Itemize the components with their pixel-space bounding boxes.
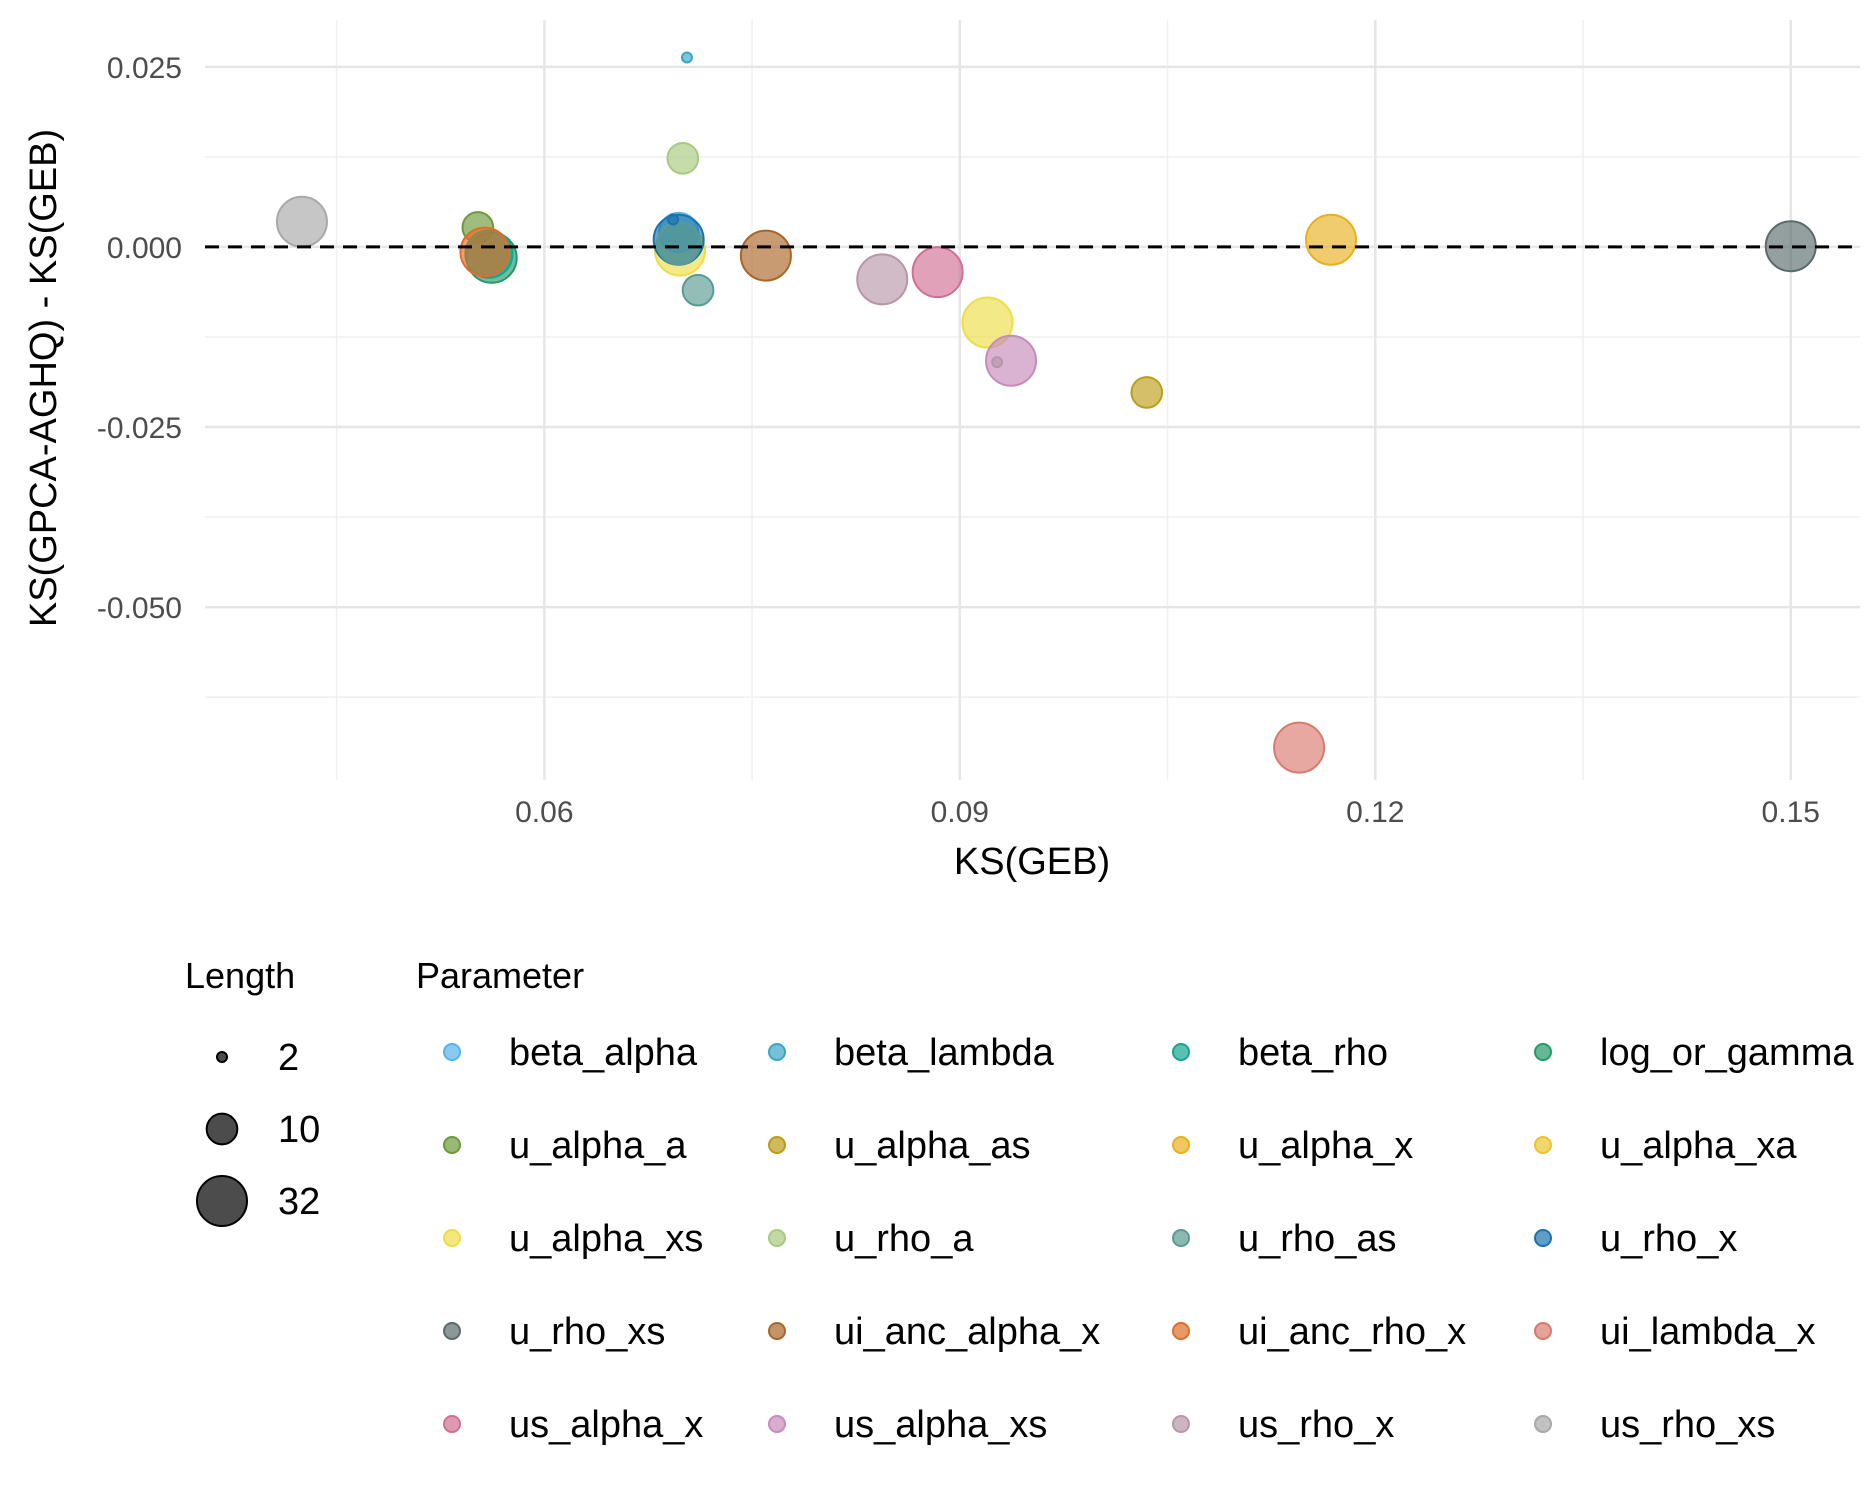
data-point (656, 220, 701, 266)
x-axis-ticks: 0.06 0.09 0.12 0.15 (515, 796, 1820, 829)
data-point (961, 296, 1014, 349)
size-legend: 2 10 32 (196, 1037, 320, 1227)
color-legend-key (768, 1136, 786, 1154)
color-legend-key (443, 1415, 461, 1433)
x-tick-label: 0.09 (931, 796, 989, 829)
data-point (856, 253, 909, 306)
y-tick-label: -0.025 (97, 412, 182, 445)
size-legend-label: 10 (278, 1109, 320, 1151)
color-legend-key (1534, 1322, 1552, 1340)
data-point (985, 334, 1038, 387)
color-legend-label: u_alpha_a (509, 1125, 687, 1167)
color-legend-key (1172, 1229, 1190, 1247)
color-legend-label: u_rho_x (1600, 1218, 1737, 1260)
color-legend-key (443, 1229, 461, 1247)
color-legend-key (1172, 1043, 1190, 1061)
data-point (681, 273, 715, 307)
color-legend-label: us_rho_xs (1600, 1404, 1775, 1446)
data-point (1304, 213, 1357, 266)
size-legend-key (196, 1175, 248, 1227)
color-legend-label: u_rho_xs (509, 1311, 665, 1353)
color-legend-key (1534, 1043, 1552, 1061)
color-legend-label: ui_lambda_x (1600, 1311, 1815, 1353)
data-point (667, 213, 680, 226)
color-legend-key (768, 1415, 786, 1433)
color-legend-title: Parameter (416, 955, 584, 996)
plot-grid (205, 20, 1860, 780)
y-axis-title: KS(GPCA-AGHQ) - KS(GEB) (23, 129, 65, 627)
color-legend-key (443, 1322, 461, 1340)
color-legend-label: u_rho_as (1238, 1218, 1396, 1260)
color-legend-key (1172, 1322, 1190, 1340)
color-legend-key (1172, 1136, 1190, 1154)
color-legend: beta_alpha beta_lambda beta_rho log_or_gamm… (443, 1032, 1854, 1446)
y-axis-ticks: 0.025 0.000 -0.025 -0.050 (97, 52, 182, 625)
color-legend-label: u_alpha_as (834, 1125, 1031, 1167)
color-legend-key (1534, 1415, 1552, 1433)
y-tick-label: -0.050 (97, 592, 182, 625)
color-legend-key (443, 1136, 461, 1154)
color-legend-key (768, 1322, 786, 1340)
data-point (680, 51, 693, 64)
color-legend-label: ui_anc_alpha_x (834, 1311, 1100, 1353)
data-point (1130, 376, 1164, 409)
color-legend-label: log_or_gamma (1600, 1032, 1854, 1074)
color-legend-label: u_alpha_xa (1600, 1125, 1797, 1167)
color-legend-key (443, 1043, 461, 1061)
color-legend-label: us_rho_x (1238, 1404, 1394, 1446)
color-legend-key (768, 1043, 786, 1061)
color-legend-key (1534, 1136, 1552, 1154)
color-legend-label: beta_alpha (509, 1032, 698, 1074)
data-point (739, 229, 792, 282)
size-legend-label: 32 (278, 1181, 320, 1223)
data-point (1273, 721, 1326, 774)
data-point (666, 141, 700, 175)
color-legend-label: beta_rho (1238, 1032, 1388, 1074)
data-point (275, 195, 328, 248)
size-legend-key (205, 1112, 239, 1146)
plot-points (275, 51, 1817, 774)
color-legend-label: u_alpha_x (1238, 1125, 1413, 1167)
y-tick-label: 0.000 (107, 232, 182, 265)
x-tick-label: 0.06 (515, 796, 573, 829)
x-tick-label: 0.15 (1762, 796, 1820, 829)
color-legend-key (1172, 1415, 1190, 1433)
size-legend-label: 2 (278, 1037, 299, 1079)
x-tick-label: 0.12 (1346, 796, 1404, 829)
color-legend-key (768, 1229, 786, 1247)
color-legend-label: ui_anc_rho_x (1238, 1311, 1466, 1353)
data-point (991, 356, 1004, 369)
data-point (459, 226, 511, 278)
color-legend-label: u_alpha_xs (509, 1218, 703, 1260)
color-legend-key (1534, 1229, 1552, 1247)
size-legend-key (216, 1051, 228, 1063)
color-legend-label: u_rho_a (834, 1218, 974, 1260)
color-legend-label: us_alpha_xs (834, 1404, 1047, 1446)
color-legend-label: us_alpha_x (509, 1404, 703, 1446)
color-legend-label: beta_lambda (834, 1032, 1055, 1074)
data-point (911, 246, 964, 299)
size-legend-title: Length (185, 955, 295, 996)
x-axis-title: KS(GEB) (954, 841, 1110, 883)
y-tick-label: 0.025 (107, 52, 182, 85)
